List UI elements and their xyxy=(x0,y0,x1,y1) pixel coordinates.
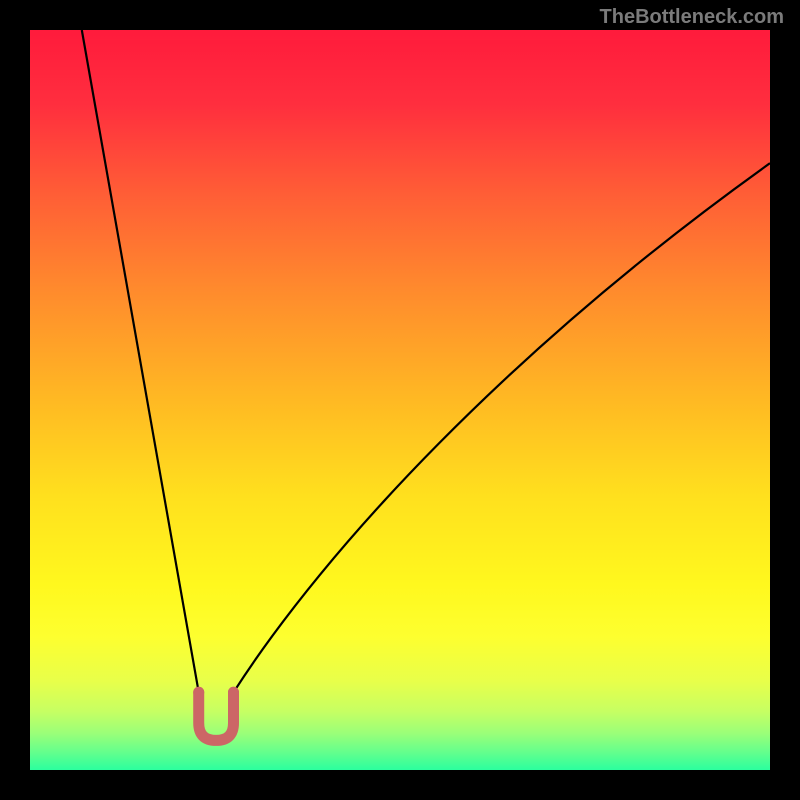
bottleneck-curve-svg xyxy=(30,30,770,770)
left-curve xyxy=(82,30,199,692)
right-curve xyxy=(234,163,771,692)
minimum-marker-endcap-0 xyxy=(193,687,204,698)
minimum-marker xyxy=(199,692,234,740)
minimum-marker-endcap-1 xyxy=(228,687,239,698)
watermark: TheBottleneck.com xyxy=(600,6,784,29)
plot-area xyxy=(30,30,770,770)
watermark-text: TheBottleneck.com xyxy=(600,6,784,28)
